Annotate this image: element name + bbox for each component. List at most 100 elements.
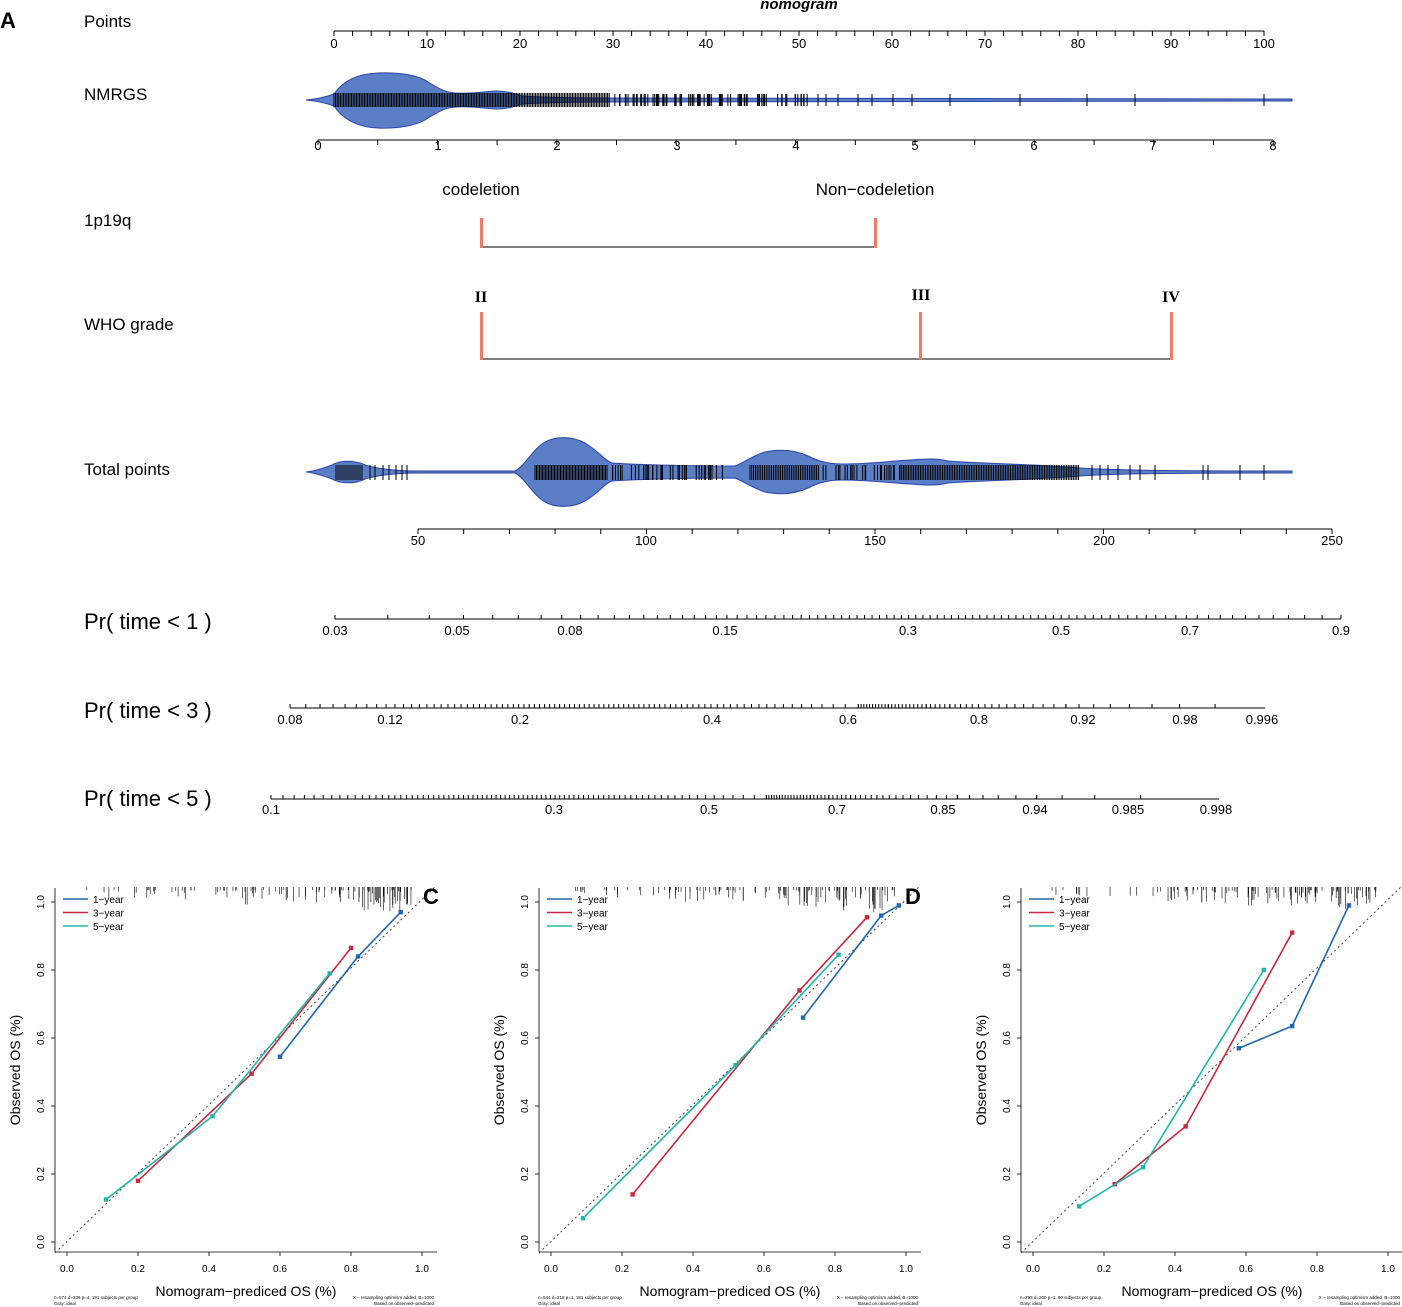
y-tick-label: 1.0 xyxy=(1002,895,1013,909)
total-tick-label: 100 xyxy=(635,533,657,548)
x-tick-label: 0.6 xyxy=(273,1264,287,1275)
pr5-tick-label: 0.3 xyxy=(545,802,563,817)
footnote-right: Based on observed−predicted xyxy=(374,1301,434,1306)
y-tick-label: 0.6 xyxy=(36,1031,47,1045)
legend-label: 3−year xyxy=(577,909,609,920)
points-tick-label: 70 xyxy=(978,36,992,51)
who-grade-scale: II III IV xyxy=(475,287,1180,360)
y-tick-label: 0.4 xyxy=(36,1099,47,1113)
total-points-rug-marks xyxy=(335,465,1265,480)
pr1-tick-label: 0.08 xyxy=(557,623,582,638)
footnote-left: Gray: ideal xyxy=(538,1301,560,1306)
calibration-point xyxy=(580,1216,586,1221)
y-tick-label: 0.2 xyxy=(36,1167,47,1181)
ideal-diagonal xyxy=(1020,886,1402,1254)
y-tick-label: 0.8 xyxy=(1002,963,1013,977)
calibration-point xyxy=(1289,1023,1295,1029)
pr3-tick-label: 0.6 xyxy=(839,712,857,727)
ideal-diagonal xyxy=(54,886,436,1254)
row-label-nmrgs: NMRGS xyxy=(84,85,147,104)
level-grade-iii: III xyxy=(912,287,931,304)
calibration-line-5-year xyxy=(105,972,331,1201)
panel-a-letter: A xyxy=(0,8,16,33)
level-codeletion: codeletion xyxy=(442,180,520,199)
p1p19q-mark xyxy=(874,218,877,248)
calibration-point xyxy=(1261,967,1266,973)
nmrgs-violin-shape xyxy=(305,72,1293,129)
nmrgs-tick-label: 4 xyxy=(792,138,799,153)
pr1-tick-label: 0.05 xyxy=(444,623,469,638)
y-tick-label: 0.0 xyxy=(520,1235,531,1249)
x-tick-label: 0.0 xyxy=(544,1264,558,1275)
calibration-line-3-year xyxy=(632,916,868,1195)
pr1-tick-label: 0.03 xyxy=(322,623,347,638)
level-grade-iv: IV xyxy=(1162,289,1180,306)
calibration-line-3-year xyxy=(137,947,352,1182)
points-tick-label: 30 xyxy=(606,36,620,51)
points-tick-label: 90 xyxy=(1164,36,1178,51)
pr3-tick-label: 0.8 xyxy=(970,712,988,727)
calibration-point xyxy=(896,903,902,908)
x-axis-title: Nomogram−prediced OS (%) xyxy=(156,1283,337,1299)
calibration-line-1-year xyxy=(279,911,402,1058)
row-label-total-points: Total points xyxy=(84,460,170,479)
nmrgs-axis: 0 1 2 3 4 5 6 7 8 xyxy=(314,138,1276,153)
calibration-panel-c: C 0.0 0.0 0.2 0.2 0.4 0.4 0.6 0.6 0.8 0.8 1.0 1.0 Nom… xyxy=(423,884,921,1306)
row-label-pr-time-5: Pr( time < 5 ) xyxy=(84,786,212,811)
x-tick-label: 0.0 xyxy=(1026,1264,1040,1275)
points-tick-label: 50 xyxy=(792,36,806,51)
who-mark xyxy=(919,312,922,360)
x-tick-label: 1.0 xyxy=(1381,1264,1395,1275)
legend-label: 3−year xyxy=(93,909,125,920)
nmrgs-tick-label: 6 xyxy=(1030,138,1037,153)
points-tick-label: 0 xyxy=(330,36,337,51)
pr-time-5-axis: 0.1 0.3 0.5 0.7 0.85 0.94 0.985 0.998 xyxy=(262,795,1232,817)
calibration-point xyxy=(800,1015,806,1020)
pr1-tick-label: 0.9 xyxy=(1332,623,1350,638)
pr-time-3-axis: 0.08 0.12 0.2 0.4 0.6 0.8 0.92 0.98 0.99… xyxy=(277,704,1278,727)
total-points-violin xyxy=(305,437,1293,507)
nmrgs-tick-label: 8 xyxy=(1269,138,1276,153)
points-tick-label: 80 xyxy=(1071,36,1085,51)
total-points-axis: 50 100 150 200 250 xyxy=(411,528,1343,548)
nmrgs-tick-label: 2 xyxy=(553,138,560,153)
legend-label: 1−year xyxy=(577,895,609,906)
pr5-tick-label: 0.85 xyxy=(930,802,955,817)
pr3-tick-label: 0.996 xyxy=(1246,712,1279,727)
total-tick-label: 250 xyxy=(1321,533,1343,548)
pr1-tick-label: 0.5 xyxy=(1052,623,1070,638)
footnote-right: X − resampling optimism added, B=1000 xyxy=(353,1295,435,1300)
y-tick-label: 0.2 xyxy=(1002,1167,1013,1181)
pr3-tick-label: 0.2 xyxy=(511,712,529,727)
y-tick-label: 0.8 xyxy=(36,963,47,977)
x-tick-label: 0.2 xyxy=(1097,1264,1111,1275)
nmrgs-tick-label: 5 xyxy=(911,138,918,153)
footnote-left: n=293 d=200 p=1, 90 subjects per group xyxy=(1020,1295,1102,1300)
pr-time-1-axis: 0.03 0.05 0.08 0.15 0.3 0.5 0.7 0.9 xyxy=(322,615,1350,638)
who-mark xyxy=(1170,312,1173,360)
pr3-tick-label: 0.08 xyxy=(277,712,302,727)
calibration-point xyxy=(1183,1124,1188,1129)
calibration-point xyxy=(277,1054,283,1059)
total-tick-label: 150 xyxy=(864,533,886,548)
calibration-panel-d: D 0.0 0.0 0.2 0.2 0.4 0.4 0.6 0.6 0.8 0.8 1.0 1.0 Nom… xyxy=(905,884,1402,1306)
pr3-tick-label: 0.4 xyxy=(703,712,721,727)
pr1-tick-label: 0.3 xyxy=(899,623,917,638)
pr5-tick-label: 0.1 xyxy=(262,802,280,817)
x-tick-label: 0.4 xyxy=(1168,1264,1182,1275)
level-non-codeletion: Non−codeletion xyxy=(816,180,935,199)
x-tick-label: 1.0 xyxy=(415,1264,429,1275)
y-tick-label: 0.4 xyxy=(1002,1099,1013,1113)
nmrgs-tick-label: 3 xyxy=(673,138,680,153)
total-tick-label: 200 xyxy=(1093,533,1115,548)
calibration-point xyxy=(1140,1165,1146,1170)
calibration-point xyxy=(327,971,332,976)
calibration-point xyxy=(733,1063,738,1068)
points-tick-label: 40 xyxy=(699,36,713,51)
pr1-tick-label: 0.15 xyxy=(712,623,737,638)
footnote-right: Based on observed−predicted xyxy=(1340,1301,1400,1306)
who-mark xyxy=(480,312,483,360)
legend-label: 5−year xyxy=(1059,922,1091,933)
legend-label: 3−year xyxy=(1059,909,1091,920)
